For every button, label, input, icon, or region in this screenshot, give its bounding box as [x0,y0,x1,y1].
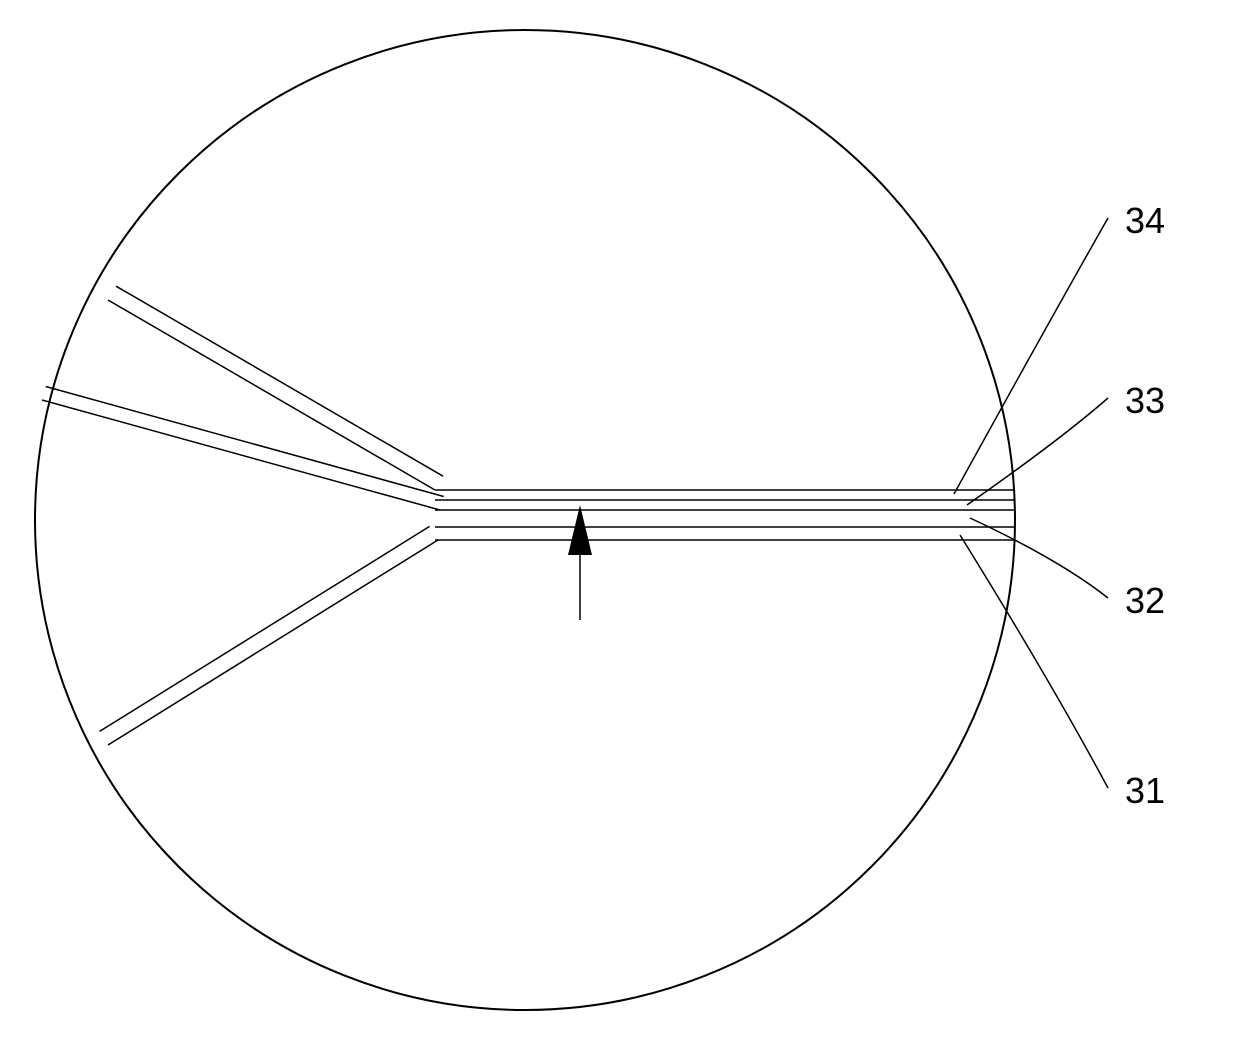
direction-arrow [568,505,592,620]
leader-lines [954,218,1108,788]
diagram-svg [0,0,1240,1058]
label-33: 33 [1125,380,1165,422]
label-32: 32 [1125,580,1165,622]
main-circle [35,30,1015,1010]
label-34: 34 [1125,200,1165,242]
label-31: 31 [1125,770,1165,812]
horizontal-channels [435,490,1014,540]
diverging-channels [42,286,444,745]
technical-diagram: 34 33 32 31 [0,0,1240,1058]
